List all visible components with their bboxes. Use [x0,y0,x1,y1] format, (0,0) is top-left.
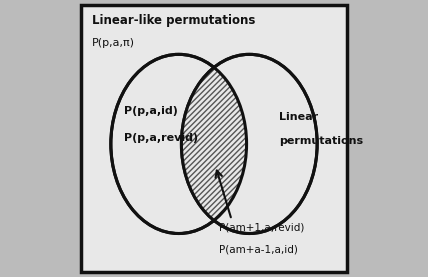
Text: Linear-like permutations: Linear-like permutations [92,14,255,27]
Text: P(p,a,id): P(p,a,id) [125,106,178,116]
Text: P(am+a-1,a,id): P(am+a-1,a,id) [220,244,298,254]
Text: permutations: permutations [279,136,363,146]
Text: Linear: Linear [279,112,318,122]
Ellipse shape [181,54,317,234]
FancyBboxPatch shape [81,6,347,271]
Ellipse shape [181,54,317,234]
Text: P(am+1,a,revid): P(am+1,a,revid) [220,223,305,233]
Text: P(p,a,π): P(p,a,π) [92,38,135,48]
Ellipse shape [111,54,247,234]
Text: P(p,a,revid): P(p,a,revid) [125,134,199,143]
